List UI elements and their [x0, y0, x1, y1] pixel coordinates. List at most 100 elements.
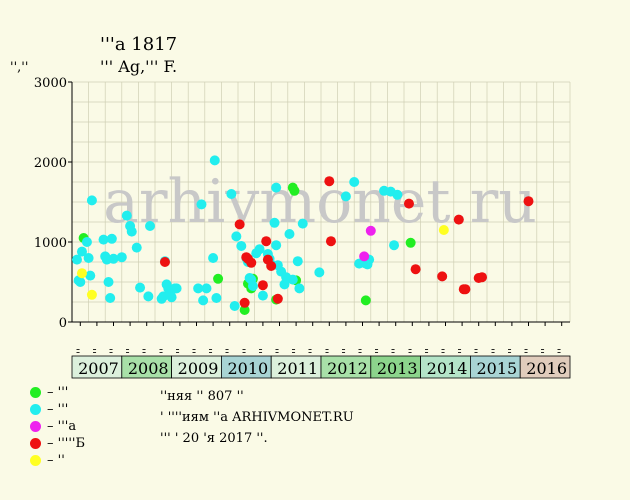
data-point: [71, 254, 82, 265]
note-date: ꞌꞌꞌ ꞌ 20 ꞌя 2017 ꞌꞌ.: [160, 431, 268, 446]
chart-title: ꞌꞌꞌa 1817: [100, 34, 178, 55]
data-point: [81, 237, 92, 247]
x-tick-label: ꞌꞌ: [157, 348, 170, 354]
x-tick-label: ꞌꞌ: [489, 348, 502, 354]
data-point: [239, 297, 250, 308]
legend-item-yellow: – ꞌꞌ: [30, 452, 85, 469]
data-point: [403, 198, 414, 209]
data-point: [209, 155, 220, 166]
data-point: [266, 261, 277, 271]
data-point: [85, 270, 96, 281]
yellow-dot-icon: [30, 455, 41, 466]
x-tick-label: ꞌꞌ: [141, 348, 154, 354]
data-point: [257, 280, 268, 291]
chart-subtitle: ꞌꞌꞌ Ag,ꞌꞌꞌ F.: [100, 57, 178, 76]
data-point: [254, 244, 265, 255]
data-point: [257, 290, 268, 301]
data-point: [211, 293, 222, 303]
data-point: [98, 234, 109, 245]
x-tick-label: ꞌꞌ: [340, 348, 353, 354]
data-point: [75, 277, 86, 287]
data-point: [292, 256, 303, 267]
data-point: [226, 189, 237, 199]
legend-item-red: – ꞌꞌꞌꞌꞌБ: [30, 435, 85, 452]
data-point: [126, 226, 137, 237]
legend-label: – ꞌꞌꞌa: [47, 419, 77, 434]
data-point: [314, 267, 325, 278]
data-point: [208, 253, 219, 263]
data-point: [135, 282, 146, 293]
data-point: [324, 176, 335, 187]
year-label: 2010: [227, 359, 268, 378]
data-point: [106, 233, 117, 244]
legend-label: – ꞌꞌꞌ: [47, 402, 69, 417]
data-point: [234, 219, 245, 230]
legend-label: – ꞌꞌ: [47, 453, 65, 468]
x-tick-label: ꞌꞌ: [290, 348, 303, 354]
x-tick-label: ꞌꞌ: [240, 348, 253, 354]
data-point: [83, 253, 94, 263]
data-point: [272, 293, 283, 304]
data-point: [193, 283, 204, 294]
data-point: [460, 284, 471, 295]
data-point: [359, 251, 370, 262]
data-point: [389, 240, 400, 251]
x-tick-label: ꞌꞌ: [274, 348, 287, 354]
x-tick-label: ꞌꞌ: [456, 348, 469, 354]
x-tick-label: ꞌꞌ: [124, 348, 137, 354]
data-point: [166, 292, 177, 303]
legend: – ꞌꞌꞌ – ꞌꞌꞌ – ꞌꞌꞌa – ꞌꞌꞌꞌꞌБ – ꞌꞌ: [30, 384, 85, 469]
y-tick-label: 0: [59, 316, 67, 331]
x-tick-label: ꞌꞌ: [191, 348, 204, 354]
legend-item-green: – ꞌꞌꞌ: [30, 384, 85, 401]
data-point: [269, 217, 280, 228]
data-point: [76, 268, 87, 279]
data-point: [340, 191, 351, 202]
data-point: [159, 257, 170, 267]
data-point: [86, 289, 97, 300]
legend-label: – ꞌꞌꞌꞌꞌБ: [47, 436, 86, 451]
data-point: [116, 252, 127, 263]
year-label: 2014: [427, 359, 468, 378]
x-tick-label: ꞌꞌ: [506, 348, 519, 354]
year-label: 2011: [277, 359, 318, 378]
y-tick-label: 2000: [34, 156, 67, 171]
data-point: [289, 185, 300, 196]
x-tick-label: ꞌꞌ: [357, 348, 370, 354]
data-point: [108, 253, 119, 264]
data-point: [284, 229, 295, 239]
x-tick-label: ꞌꞌ: [257, 348, 270, 354]
data-point: [453, 214, 464, 225]
year-label: 2008: [128, 359, 169, 378]
data-point: [437, 271, 448, 282]
data-point: [201, 283, 212, 294]
data-point: [365, 225, 376, 236]
x-tick-label: ꞌꞌ: [74, 348, 87, 354]
year-band: [519, 355, 571, 379]
x-tick-label: ꞌꞌ: [473, 348, 486, 354]
data-point: [239, 305, 250, 315]
data-point: [392, 189, 403, 200]
data-point: [360, 295, 371, 306]
x-tick-label: ꞌꞌ: [207, 348, 220, 354]
data-point: [477, 272, 488, 283]
y-tick-label: 3000: [34, 76, 67, 91]
x-tick-label: ꞌꞌ: [390, 348, 403, 354]
data-point: [143, 291, 154, 302]
data-point: [246, 257, 257, 268]
note-count: ꞌꞌняя ꞌꞌ 807 ꞌꞌ: [160, 389, 244, 404]
x-tick-label: ꞌꞌ: [174, 348, 187, 354]
data-point: [236, 241, 247, 251]
legend-label: – ꞌꞌꞌ: [47, 385, 69, 400]
data-point: [213, 273, 224, 284]
x-tick-label: ꞌꞌ: [406, 348, 419, 354]
data-point: [271, 182, 282, 193]
y-tick-label: 1000: [34, 236, 67, 251]
red-dot-icon: [30, 438, 41, 449]
data-point: [103, 277, 114, 287]
year-label: 2016: [526, 359, 567, 378]
data-point: [523, 196, 534, 207]
data-point: [271, 240, 282, 251]
x-tick-label: ꞌꞌ: [423, 348, 436, 354]
data-point: [325, 236, 336, 247]
